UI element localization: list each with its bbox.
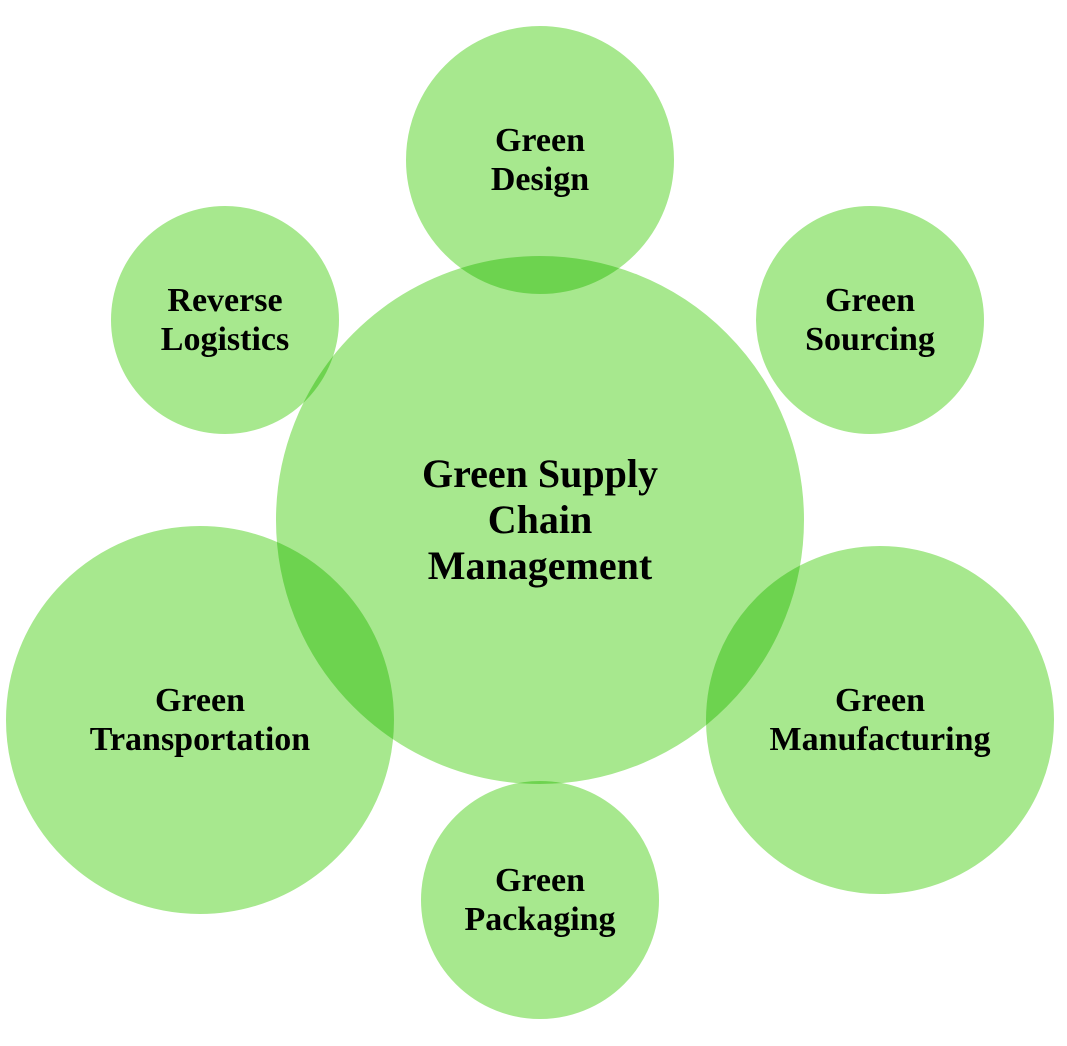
satellite-green-design: Green Design (400, 20, 680, 300)
satellite-label: Green Packaging (464, 861, 615, 939)
satellite-green-transportation: Green Transportation (0, 520, 400, 920)
satellite-reverse-logistics: Reverse Logistics (105, 200, 345, 440)
satellite-label: Green Sourcing (805, 281, 935, 359)
satellite-green-sourcing: Green Sourcing (750, 200, 990, 440)
satellite-label: Green Transportation (90, 681, 310, 759)
satellite-label: Green Design (491, 121, 589, 199)
satellite-label: Reverse Logistics (161, 281, 289, 359)
gscm-diagram: Green Supply Chain Management Green Desi… (0, 0, 1067, 1046)
center-label: Green Supply Chain Management (422, 451, 658, 589)
satellite-label: Green Manufacturing (770, 681, 991, 759)
satellite-green-manufacturing: Green Manufacturing (700, 540, 1060, 900)
satellite-green-packaging: Green Packaging (415, 775, 665, 1025)
